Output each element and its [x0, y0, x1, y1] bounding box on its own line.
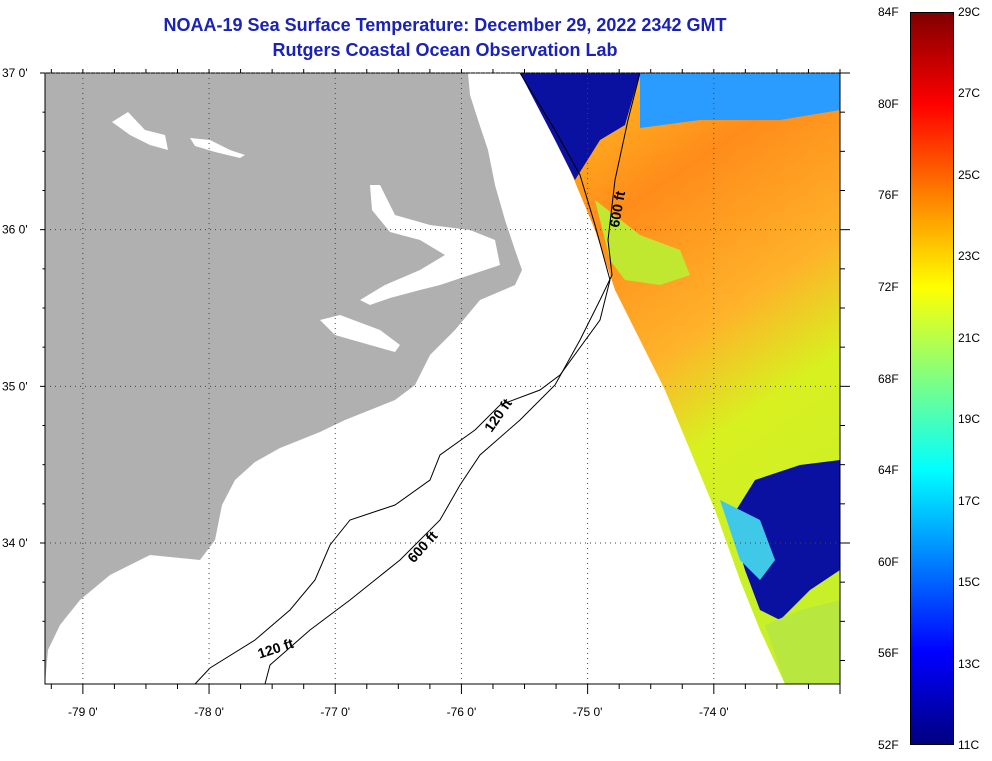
map-subtitle: Rutgers Coastal Ocean Observation Lab: [272, 40, 618, 60]
map-frame: [44, 72, 841, 685]
river-inlet: [190, 138, 245, 158]
colorbar-f-label: 76F: [878, 188, 899, 203]
colorbar-c-label: 27C: [958, 86, 981, 101]
colorbar-f-label: 64F: [878, 463, 899, 478]
colorbar-c-label: 25C: [958, 167, 981, 182]
contour-600ft: [264, 73, 641, 684]
cold-water-north: [520, 73, 640, 180]
lon-tick-label: -77 0': [320, 705, 350, 719]
lat-tick-label: 34 0': [2, 536, 28, 550]
albemarle-sound: [112, 112, 168, 150]
colorbar-c-label: 11C: [958, 738, 980, 752]
colorbar-f-label: 68F: [878, 371, 899, 386]
label-600ft-south: 600 ft: [404, 527, 441, 565]
colorbar-f-label: 72F: [878, 279, 899, 294]
colorbar-c-label: 15C: [958, 575, 981, 590]
contour-120ft: [194, 73, 611, 684]
green-shelf-patch: [595, 200, 690, 285]
cool-water-north-east: [640, 73, 840, 128]
map-title: NOAA-19 Sea Surface Temperature: Decembe…: [163, 15, 727, 35]
cold-water-south: [730, 460, 840, 620]
green-water-south: [765, 600, 840, 684]
pamlico-sound: [360, 185, 500, 305]
label-600ft-north: 600 ft: [606, 189, 628, 228]
label-120ft-south: 120 ft: [256, 635, 296, 662]
lon-tick-label: -78 0': [194, 705, 224, 719]
colorbar-f-label: 60F: [878, 554, 899, 569]
colorbar-f-label: 56F: [878, 646, 899, 661]
colorbar-c-label: 17C: [958, 493, 981, 508]
colorbar-c-label: 13C: [958, 656, 981, 671]
lon-tick-label: -74 0': [699, 705, 729, 719]
colorbar-c-label: 21C: [958, 330, 981, 345]
colorbar-f-label: 52F: [878, 738, 899, 752]
land-mass: [45, 73, 522, 684]
colorbar-f-label: 80F: [878, 96, 899, 111]
colorbar-c-label: 23C: [958, 249, 981, 264]
lon-tick-label: -76 0': [447, 705, 477, 719]
colorbar-c-label: 29C: [958, 5, 981, 19]
colorbar-c-label: 19C: [958, 412, 981, 427]
lon-tick-label: -75 0': [573, 705, 603, 719]
temperature-colorbar: [910, 12, 954, 745]
graticule: [45, 72, 840, 684]
cyan-water-south: [720, 500, 775, 580]
lat-tick-label: 35 0': [2, 379, 28, 393]
tick-marks: [40, 69, 850, 694]
lat-tick-label: 36 0': [2, 223, 28, 237]
lat-tick-label: 37 0': [2, 66, 28, 80]
colorbar-f-label: 84F: [878, 5, 899, 19]
lon-tick-label: -79 0': [68, 705, 98, 719]
neuse-river: [320, 315, 400, 352]
